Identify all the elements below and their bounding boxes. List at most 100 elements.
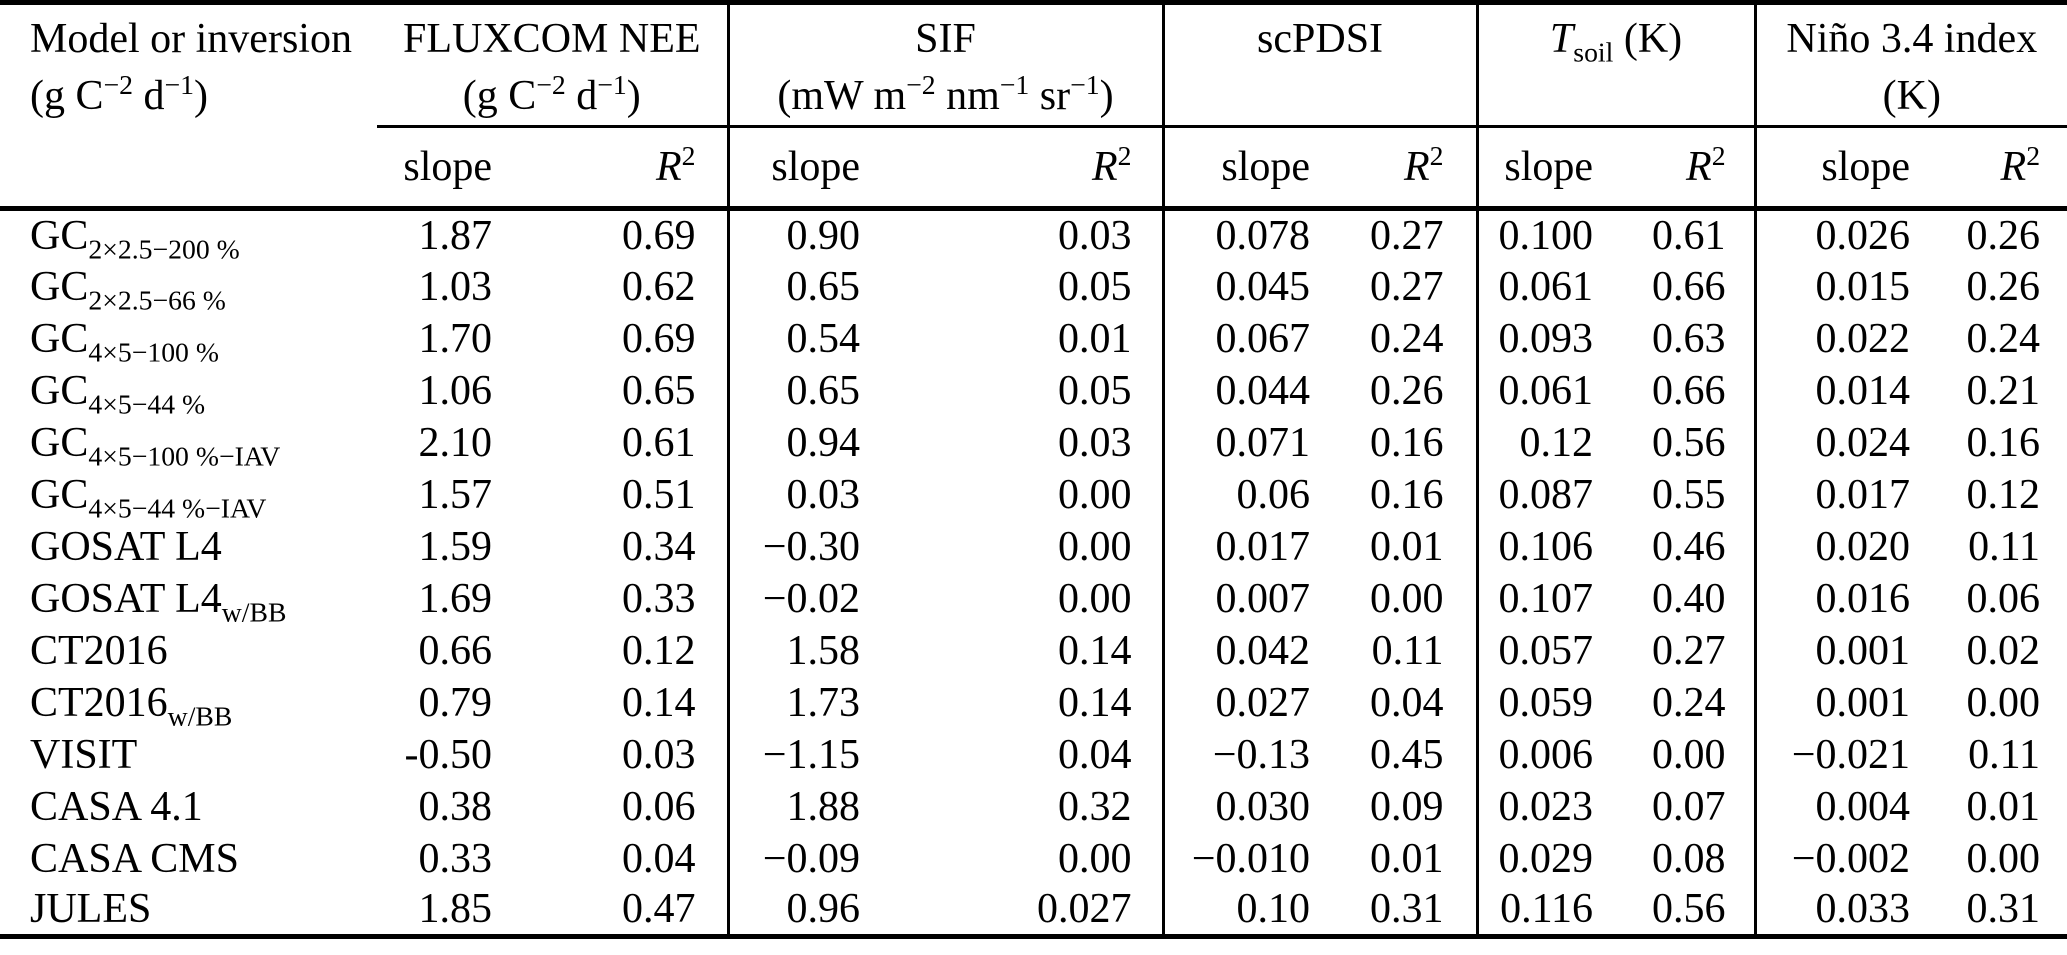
r2-value-cell: 0.66 <box>1610 260 1757 313</box>
r2-value-cell: 0.27 <box>1330 208 1479 261</box>
slope-value-cell: −1.15 <box>762 731 861 778</box>
scpdsi-group-title: scPDSI <box>1257 16 1384 62</box>
slope-value-cell: 1.03 <box>418 263 493 310</box>
table-row: GOSAT L4 1.59 0.34 −0.30 0.00 0.017 0.01 0.106 0… <box>0 520 2067 573</box>
slope-value-cell: 0.042 <box>1215 627 1311 674</box>
model-label: GC4×5−44 %−IAV <box>30 471 267 523</box>
r2-value-cell: 0.16 <box>1330 416 1479 469</box>
r2-value-cell: 0.45 <box>1330 728 1479 781</box>
r2-value-cell: 0.27 <box>1330 260 1479 313</box>
table-row: VISIT -0.50 0.03 −1.15 0.04 −0.13 0.45 0.006 0.0… <box>0 728 2067 781</box>
r2-value-cell: 0.09 <box>1330 780 1479 833</box>
r2-value-cell: 0.24 <box>1330 312 1479 365</box>
table-row: GC4×5−44 % 1.06 0.65 0.65 0.05 0.044 0.26 0.061… <box>0 364 2067 417</box>
slope-value-cell: 0.65 <box>786 263 861 310</box>
subheader-scpdsi-r2: R2 <box>1330 126 1479 211</box>
table-row: GC2×2.5−66 % 1.03 0.62 0.65 0.05 0.045 0.27 0.0… <box>0 260 2067 313</box>
slope-value-cell: 0.093 <box>1498 315 1594 362</box>
model-label: GOSAT L4 <box>30 523 222 570</box>
subheader-row: slope R2 slope R2 slope R2 slope R2 slop… <box>0 126 2067 211</box>
slope-value-cell: 0.94 <box>786 419 861 466</box>
model-header-title: Model or inversion <box>30 16 352 62</box>
r2-value-cell: 0.24 <box>1966 315 2041 362</box>
model-label: VISIT <box>30 731 138 778</box>
slope-value-cell: 0.045 <box>1215 263 1311 310</box>
table-row: GC4×5−100 %−IAV 2.10 0.61 0.94 0.03 0.071 0.16… <box>0 416 2067 469</box>
r2-value-cell: 0.14 <box>560 676 730 729</box>
model-label: CT2016w/BB <box>30 679 233 731</box>
slope-value-cell: 0.96 <box>728 884 906 939</box>
model-label: CT2016 <box>30 627 168 674</box>
r2-value-cell: 0.00 <box>905 520 1165 573</box>
r2-value-cell: 0.31 <box>1330 884 1479 939</box>
slope-value-cell: −0.09 <box>762 835 861 882</box>
r2-value-cell: 0.11 <box>1968 731 2041 778</box>
table-row: GC4×5−44 %−IAV 1.57 0.51 0.03 0.00 0.06 0.16 0.… <box>0 468 2067 523</box>
slope-value-cell: 0.79 <box>418 679 493 726</box>
slope-value-cell: 0.029 <box>1498 835 1594 882</box>
r2-value-cell: 0.21 <box>1966 367 2041 414</box>
table-row: CT2016w/BB 0.79 0.14 1.73 0.14 0.027 0.04 0.059… <box>0 676 2067 731</box>
slope-value-cell: 0.03 <box>786 471 861 518</box>
r2-value-cell: 0.00 <box>905 572 1165 625</box>
r2-value-cell: 0.56 <box>1610 884 1757 939</box>
subheader-nino34-r2: R2 <box>1925 126 2067 211</box>
r2-value-cell: 0.31 <box>1925 884 2067 939</box>
model-label: GC2×2.5−200 % <box>30 212 240 265</box>
slope-value-cell: 0.033 <box>1755 884 1926 939</box>
slope-value-cell: −0.010 <box>1191 835 1311 882</box>
slope-value-cell: 1.87 <box>418 212 493 259</box>
slope-value-cell: 0.044 <box>1215 367 1311 414</box>
table-row: CT2016 0.66 0.12 1.58 0.14 0.042 0.11 0.057 0.27… <box>0 624 2067 677</box>
slope-value-cell: 0.54 <box>786 315 861 362</box>
slope-value-cell: 0.116 <box>1477 884 1611 939</box>
r2-value-cell: 0.03 <box>905 416 1165 469</box>
slope-value-cell: 1.58 <box>786 627 861 674</box>
subheader-fluxcom-slope: slope <box>377 126 560 211</box>
column-group-scpdsi: scPDSI <box>1163 0 1479 128</box>
r2-value-cell: 0.32 <box>905 780 1165 833</box>
slope-value-cell: −0.021 <box>1791 731 1911 778</box>
r2-value-cell: 0.61 <box>560 416 730 469</box>
slope-value-cell: 0.061 <box>1498 263 1594 310</box>
r2-value-cell: 0.47 <box>560 884 730 939</box>
slope-value-cell: 0.66 <box>418 627 493 674</box>
slope-value-cell: 0.078 <box>1215 212 1311 259</box>
table-row: GOSAT L4w/BB 1.69 0.33 −0.02 0.00 0.007 0.00 0.… <box>0 572 2067 625</box>
slope-value-cell: 0.06 <box>1236 471 1311 518</box>
slope-value-cell: 0.026 <box>1815 212 1911 259</box>
r2-value-cell: 0.11 <box>1968 523 2041 570</box>
r2-value-cell: 0.03 <box>905 208 1165 261</box>
slope-value-cell: 0.059 <box>1498 679 1594 726</box>
r2-value-cell: 0.16 <box>1330 468 1479 521</box>
slope-value-cell: 1.06 <box>418 367 493 414</box>
slope-value-cell: 0.017 <box>1815 471 1911 518</box>
table-row: CASA 4.1 0.38 0.06 1.88 0.32 0.030 0.09 0.023 0.… <box>0 780 2067 833</box>
r2-value-cell: 0.66 <box>1610 364 1757 417</box>
slope-value-cell: 0.057 <box>1498 627 1594 674</box>
slope-value-cell: 0.001 <box>1815 679 1911 726</box>
r2-value-cell: 0.24 <box>1610 676 1757 729</box>
subheader-fluxcom-r2: R2 <box>560 126 730 211</box>
slope-value-cell: -0.50 <box>404 731 493 778</box>
fluxcom-group-title: FLUXCOM NEE <box>403 16 701 62</box>
r2-value-cell: 0.00 <box>1610 728 1757 781</box>
slope-value-cell: 1.70 <box>418 315 493 362</box>
slope-value-cell: 0.020 <box>1815 523 1911 570</box>
r2-value-cell: 0.01 <box>1330 832 1479 885</box>
table-header: Model or inversion (g C−2 d−1) FLUXCOM N… <box>0 0 2067 211</box>
slope-value-cell: 0.001 <box>1815 627 1911 674</box>
slope-value-cell: 0.067 <box>1215 315 1311 362</box>
r2-value-cell: 0.26 <box>1966 212 2041 259</box>
r2-value-cell: 0.14 <box>905 676 1165 729</box>
model-label: CASA 4.1 <box>30 783 203 830</box>
r2-value-cell: 0.14 <box>905 624 1165 677</box>
slope-value-cell: 0.071 <box>1215 419 1311 466</box>
r2-value-cell: 0.01 <box>1330 520 1479 573</box>
slope-value-cell: 1.73 <box>786 679 861 726</box>
column-group-sif: SIF (mW m−2 nm−1 sr−1) <box>728 0 1165 128</box>
slope-value-cell: 0.107 <box>1498 575 1594 622</box>
r2-value-cell: 0.06 <box>1966 575 2041 622</box>
table-row: CASA CMS 0.33 0.04 −0.09 0.00 −0.010 0.01 0.029… <box>0 832 2067 885</box>
